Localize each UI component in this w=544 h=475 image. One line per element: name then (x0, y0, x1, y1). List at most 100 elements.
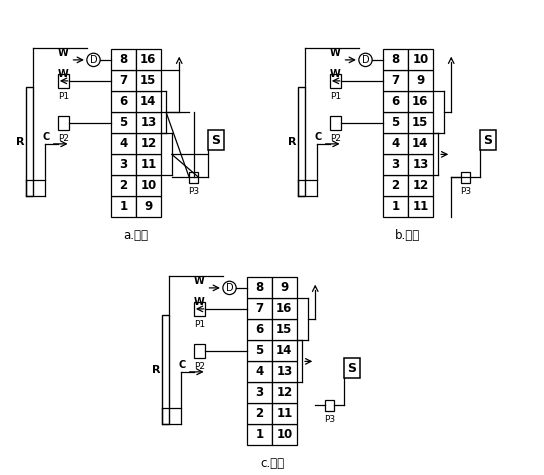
Bar (112, 154, 136, 175)
Text: D: D (90, 55, 97, 65)
Bar (408, 133, 432, 154)
Text: 2: 2 (120, 180, 128, 192)
Text: W: W (58, 48, 69, 58)
Bar (384, 133, 408, 154)
Text: 14: 14 (276, 344, 293, 357)
Bar (480, 131, 496, 150)
Text: P3: P3 (460, 187, 471, 196)
Bar (408, 70, 432, 91)
Bar (384, 196, 408, 218)
Bar (248, 424, 272, 446)
Text: P1: P1 (58, 92, 69, 101)
Text: 10: 10 (276, 428, 293, 441)
Bar (136, 154, 160, 175)
Text: S: S (347, 362, 356, 375)
Bar (136, 175, 160, 196)
Text: 4: 4 (392, 137, 400, 151)
Text: 13: 13 (276, 365, 293, 379)
Text: P2: P2 (194, 362, 205, 371)
Text: 8: 8 (256, 281, 264, 294)
Bar (136, 49, 160, 70)
Text: 8: 8 (120, 53, 128, 67)
Bar (248, 341, 272, 361)
Text: D: D (362, 55, 369, 65)
Text: 4: 4 (120, 137, 128, 151)
Bar (194, 344, 205, 358)
Bar (248, 382, 272, 403)
Bar (408, 91, 432, 113)
Text: 15: 15 (276, 323, 293, 336)
Bar (248, 319, 272, 341)
Text: 11: 11 (276, 408, 293, 420)
Text: 13: 13 (412, 158, 429, 171)
Bar (248, 361, 272, 382)
Text: 9: 9 (144, 200, 152, 213)
Text: 6: 6 (392, 95, 400, 108)
Bar (58, 74, 69, 88)
Text: 13: 13 (140, 116, 157, 129)
Text: 14: 14 (140, 95, 157, 108)
Text: 4: 4 (256, 365, 264, 379)
Text: 5: 5 (256, 344, 264, 357)
Bar (408, 49, 432, 70)
Text: 7: 7 (392, 75, 400, 87)
Text: c.检测: c.检测 (260, 456, 284, 470)
Bar (248, 277, 272, 298)
Text: 7: 7 (256, 303, 264, 315)
Bar (384, 113, 408, 133)
Text: 6: 6 (120, 95, 128, 108)
Text: R: R (16, 137, 25, 147)
Text: 1: 1 (392, 200, 400, 213)
Text: 15: 15 (412, 116, 429, 129)
Text: 7: 7 (120, 75, 128, 87)
Text: 16: 16 (276, 303, 293, 315)
Circle shape (223, 281, 236, 294)
Bar (112, 133, 136, 154)
Bar (272, 424, 296, 446)
Text: C: C (314, 132, 322, 142)
Text: 16: 16 (412, 95, 429, 108)
Bar (112, 49, 136, 70)
Bar (112, 70, 136, 91)
Bar (298, 87, 305, 196)
Bar (384, 91, 408, 113)
Text: 2: 2 (392, 180, 400, 192)
Text: 5: 5 (120, 116, 128, 129)
Text: P2: P2 (330, 134, 341, 143)
Text: S: S (211, 134, 220, 147)
Text: 6: 6 (256, 323, 264, 336)
Text: 8: 8 (392, 53, 400, 67)
Text: 2: 2 (256, 408, 264, 420)
Bar (189, 171, 199, 183)
Text: 12: 12 (412, 180, 429, 192)
Bar (112, 175, 136, 196)
Text: 12: 12 (276, 386, 293, 399)
Bar (248, 298, 272, 319)
Bar (330, 74, 341, 88)
Text: 15: 15 (140, 75, 157, 87)
Text: S: S (483, 134, 492, 147)
Bar (112, 196, 136, 218)
Bar (272, 319, 296, 341)
Bar (272, 403, 296, 424)
Bar (408, 113, 432, 133)
Bar (136, 91, 160, 113)
Bar (208, 131, 224, 150)
Text: 12: 12 (140, 137, 157, 151)
Text: W: W (194, 276, 205, 286)
Text: a.注油: a.注油 (123, 228, 149, 242)
Bar (384, 154, 408, 175)
Text: W: W (194, 297, 205, 307)
Bar (384, 175, 408, 196)
Text: R: R (152, 365, 161, 375)
Text: 10: 10 (412, 53, 429, 67)
Text: 14: 14 (412, 137, 429, 151)
Text: 11: 11 (140, 158, 157, 171)
Bar (408, 154, 432, 175)
Bar (112, 91, 136, 113)
Text: b.进样: b.进样 (395, 228, 421, 242)
Bar (194, 302, 205, 316)
Bar (408, 196, 432, 218)
Text: 3: 3 (256, 386, 264, 399)
Bar (136, 70, 160, 91)
